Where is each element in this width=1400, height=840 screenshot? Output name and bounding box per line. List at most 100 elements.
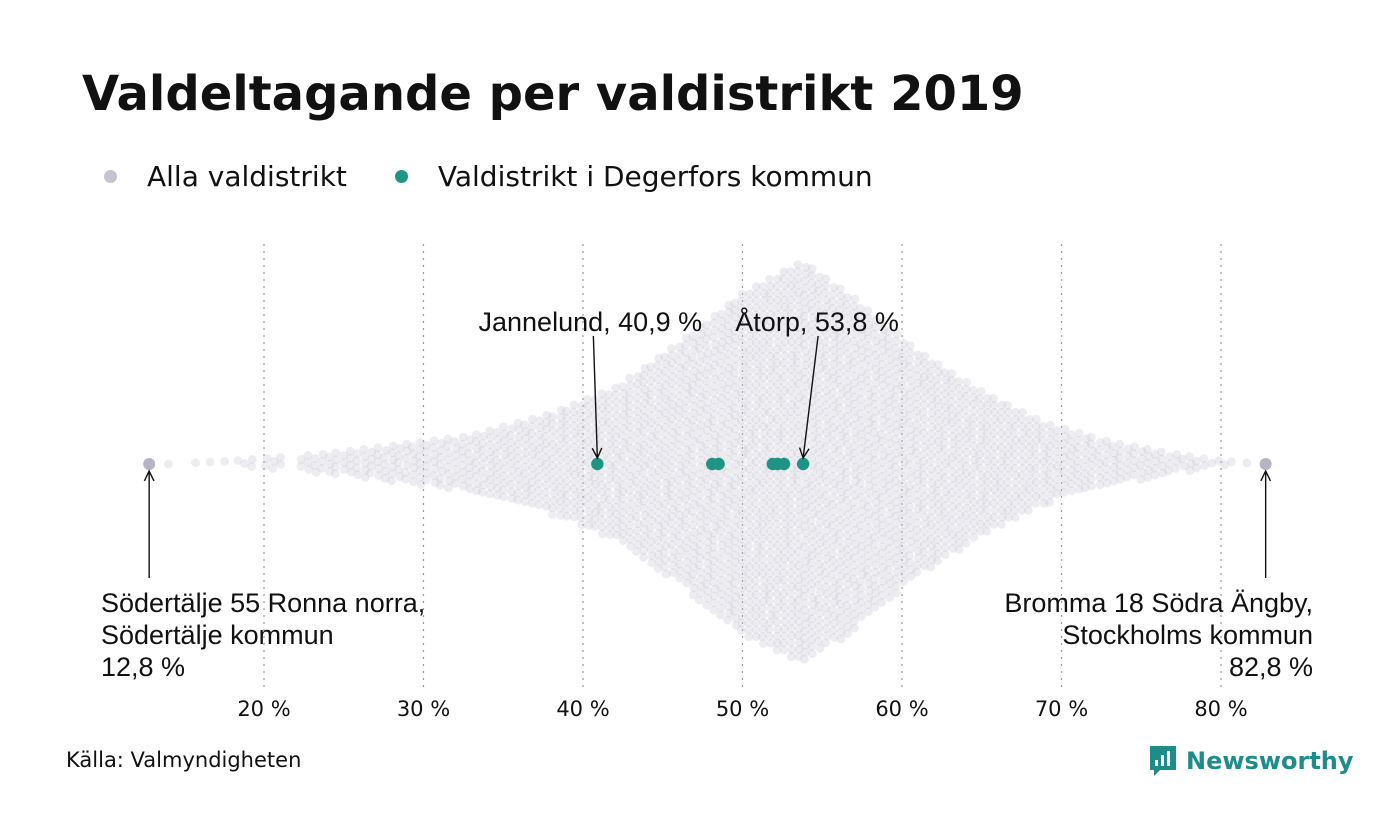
district-point <box>639 426 648 436</box>
district-point <box>612 523 621 533</box>
district-point <box>814 601 824 611</box>
district-point <box>710 325 720 335</box>
district-point <box>807 607 817 617</box>
district-point <box>961 475 971 485</box>
district-point <box>863 341 872 351</box>
district-point <box>444 448 453 458</box>
district-point <box>920 554 930 564</box>
district-point <box>554 441 564 450</box>
district-point <box>542 424 551 434</box>
district-point <box>863 446 872 456</box>
district-point <box>584 472 594 481</box>
district-point <box>982 428 992 438</box>
district-point <box>773 400 783 410</box>
district-point <box>759 289 769 298</box>
district-point <box>681 375 691 385</box>
district-point <box>821 491 830 501</box>
district-point <box>947 390 956 399</box>
district-point <box>954 384 964 393</box>
district-point <box>1031 478 1041 487</box>
district-point <box>787 631 797 641</box>
district-point <box>814 503 824 513</box>
district-point <box>576 415 586 425</box>
district-point <box>870 399 880 409</box>
district-point <box>513 446 522 456</box>
district-point <box>864 537 874 547</box>
district-point <box>864 397 873 407</box>
newsworthy-logo[interactable]: Newsworthy <box>1148 744 1354 778</box>
district-point <box>674 503 683 513</box>
district-point <box>724 377 734 387</box>
district-point <box>849 616 859 626</box>
district-point <box>780 309 790 319</box>
district-point <box>654 515 664 524</box>
district-point <box>701 474 711 484</box>
district-point <box>633 400 642 410</box>
district-point <box>836 494 846 504</box>
district-point <box>829 493 838 502</box>
district-point <box>1067 479 1076 489</box>
district-point <box>849 553 859 563</box>
district-point <box>688 415 698 425</box>
district-point <box>808 495 817 505</box>
district-point <box>843 384 852 393</box>
district-point <box>612 530 622 540</box>
annotation-sodertalje-line: Södertälje kommun <box>101 620 334 650</box>
district-point <box>815 307 825 317</box>
district-point <box>1018 477 1028 487</box>
district-point <box>856 339 865 348</box>
district-point <box>738 380 748 390</box>
district-point <box>709 486 719 496</box>
district-point <box>478 480 488 490</box>
district-point <box>689 373 698 383</box>
district-point <box>871 336 881 346</box>
district-point <box>751 618 761 628</box>
district-point <box>892 441 902 451</box>
district-point <box>674 496 684 506</box>
district-point <box>716 484 726 494</box>
district-point <box>1024 484 1034 494</box>
district-point <box>667 379 677 388</box>
district-point <box>773 428 783 438</box>
district-point <box>808 509 818 519</box>
district-point <box>857 528 866 537</box>
district-point <box>654 557 664 566</box>
district-point <box>793 470 802 479</box>
district-point <box>800 542 809 552</box>
district-point <box>857 500 867 509</box>
district-point <box>652 431 662 440</box>
district-point <box>759 457 769 466</box>
district-point <box>773 575 783 585</box>
district-point <box>575 506 585 516</box>
district-point <box>829 395 838 404</box>
district-point <box>673 475 683 485</box>
district-point <box>240 459 250 468</box>
district-point <box>353 470 363 480</box>
district-point <box>982 526 992 536</box>
district-point <box>878 577 888 586</box>
district-point <box>779 435 788 445</box>
district-point <box>430 450 440 459</box>
district-point <box>779 358 788 368</box>
district-point <box>759 429 769 438</box>
district-point <box>976 421 986 431</box>
district-point <box>709 528 719 538</box>
district-point <box>682 564 692 574</box>
district-point <box>751 625 761 635</box>
district-point <box>430 478 440 487</box>
district-point <box>822 484 831 494</box>
district-point <box>709 535 718 545</box>
district-point <box>821 547 830 557</box>
district-point <box>730 424 740 434</box>
district-point <box>1009 505 1019 515</box>
district-point <box>583 493 593 502</box>
district-point <box>660 422 670 432</box>
district-point <box>765 505 775 515</box>
district-point <box>611 467 621 477</box>
district-point <box>801 619 811 629</box>
district-point <box>303 451 313 460</box>
district-point <box>1143 472 1153 482</box>
district-point <box>1018 484 1028 494</box>
district-point <box>941 375 951 384</box>
district-point <box>794 554 804 563</box>
